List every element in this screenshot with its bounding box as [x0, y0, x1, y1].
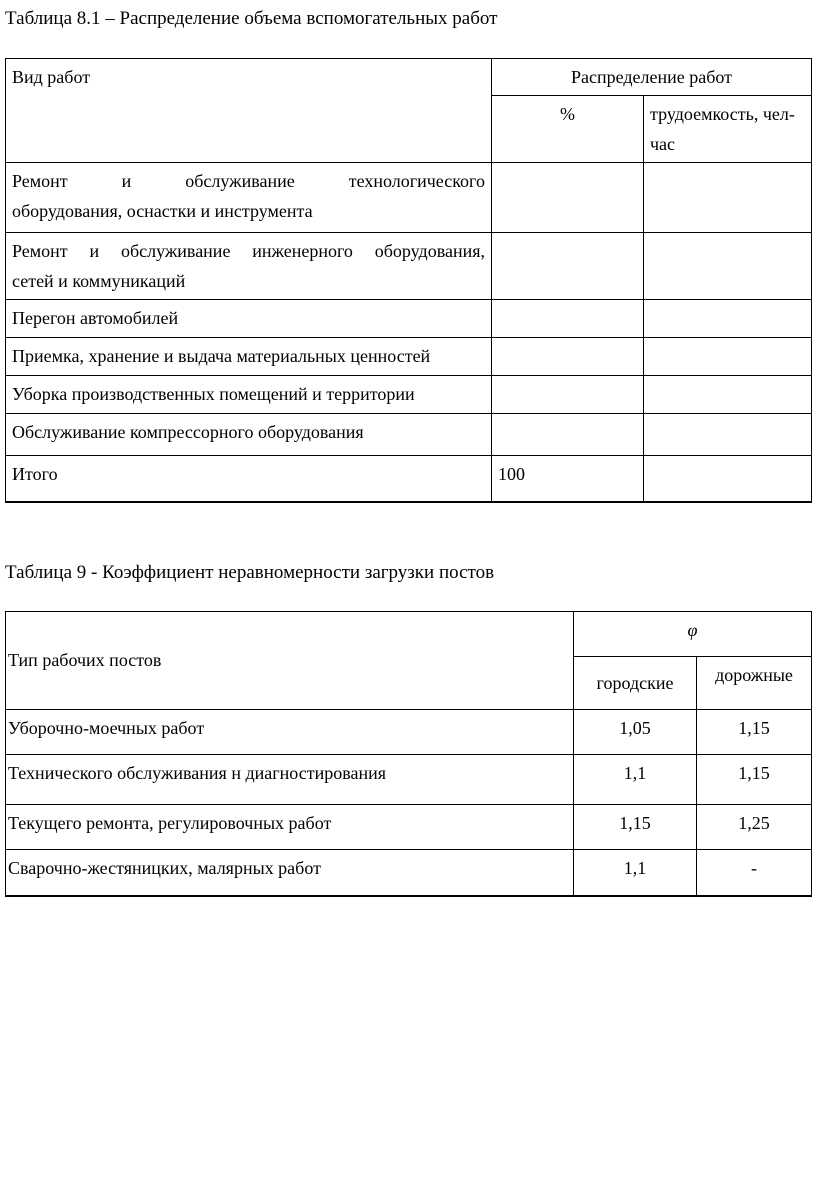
total-labor-cell [643, 455, 812, 503]
post-type-cell: Сварочно-жестяницких, малярных работ [5, 848, 574, 897]
table-row: Сварочно-жестяницких, малярных работ 1,1… [5, 848, 812, 897]
table2-header-row-1: Тип рабочих постов φ [5, 610, 812, 710]
labor-cell [643, 375, 812, 414]
table-row: Технического обслуживания н диагностиров… [5, 753, 812, 805]
table-row: Уборочно-моечных работ 1,05 1,15 [5, 708, 812, 755]
labor-cell [643, 413, 812, 456]
percent-cell [491, 299, 644, 338]
table1-auxiliary-work-distribution: Вид работ Распределение работ % трудоемк… [5, 58, 812, 503]
table2-title: Таблица 9 - Коэффициент неравномерности … [5, 561, 495, 583]
cell-line: Ремонт и обслуживание инженерного оборуд… [12, 241, 485, 261]
table-row: Перегон автомобилей [5, 299, 812, 338]
table2-header-post-type: Тип рабочих постов [5, 610, 574, 710]
total-percent-cell: 100 [491, 455, 644, 503]
percent-cell [491, 337, 644, 376]
table2-header-road: дорожные [696, 655, 812, 710]
table-row: Обслуживание компрессорного оборудования [5, 413, 812, 456]
city-value-cell: 1,1 [573, 753, 697, 805]
cell-line: оборудования, оснастки и инструмента [12, 201, 313, 221]
road-value-cell: 1,15 [696, 708, 812, 755]
work-type-cell: Уборка производственных помещений и терр… [5, 375, 492, 414]
table-row: Текущего ремонта, регулировочных работ 1… [5, 803, 812, 850]
table1-header-work-type: Вид работ [5, 58, 492, 163]
table1-header-percent: % [491, 95, 644, 163]
labor-cell [643, 162, 812, 233]
document-page: Таблица 8.1 – Распределение объема вспом… [5, 8, 812, 897]
city-value-cell: 1,1 [573, 848, 697, 897]
table-row: Приемка, хранение и выдача материальных … [5, 337, 812, 376]
table1-header-distribution: Распределение работ [491, 58, 812, 96]
post-type-cell: Текущего ремонта, регулировочных работ [5, 803, 574, 850]
labor-cell [643, 337, 812, 376]
cell-line: сетей и коммуникаций [12, 271, 186, 291]
table-row: Уборка производственных помещений и терр… [5, 375, 812, 414]
road-value-cell: - [696, 848, 812, 897]
post-type-cell: Уборочно-моечных работ [5, 708, 574, 755]
total-label-cell: Итого [5, 455, 492, 503]
table-row-total: Итого 100 [5, 455, 812, 503]
table-row: Ремонт и обслуживание технологического о… [5, 162, 812, 233]
post-type-cell: Технического обслуживания н диагностиров… [5, 753, 574, 805]
table2-header-city: городские [573, 655, 697, 710]
table2-header-phi: φ [573, 610, 812, 657]
table1-title: Таблица 8.1 – Распределение объема вспом… [5, 8, 498, 29]
labor-cell [643, 299, 812, 338]
percent-cell [491, 375, 644, 414]
work-type-cell: Перегон автомобилей [5, 299, 492, 338]
table1-header-labor: трудоемкость, чел-час [643, 95, 812, 163]
city-value-cell: 1,15 [573, 803, 697, 850]
percent-cell [491, 413, 644, 456]
labor-cell [643, 232, 812, 300]
table1-header-row-1: Вид работ Распределение работ [5, 58, 812, 163]
table2-header-row-2: городские дорожные [6, 655, 812, 710]
percent-cell [491, 232, 644, 300]
road-value-cell: 1,25 [696, 803, 812, 850]
cell-line: Ремонт и обслуживание технологического [12, 171, 485, 191]
work-type-cell: Ремонт и обслуживание технологического о… [5, 162, 492, 233]
work-type-cell: Обслуживание компрессорного оборудования [5, 413, 492, 456]
percent-cell [491, 162, 644, 233]
work-type-cell: Ремонт и обслуживание инженерного оборуд… [5, 232, 492, 300]
road-value-cell: 1,15 [696, 753, 812, 805]
table2-load-unevenness-coefficient: Тип рабочих постов φ городские дорожные … [5, 610, 812, 897]
table-row: Ремонт и обслуживание инженерного оборуд… [5, 232, 812, 300]
table1-header-row-2: % трудоемкость, чел-час [6, 95, 812, 163]
city-value-cell: 1,05 [573, 708, 697, 755]
work-type-cell: Приемка, хранение и выдача материальных … [5, 337, 492, 376]
